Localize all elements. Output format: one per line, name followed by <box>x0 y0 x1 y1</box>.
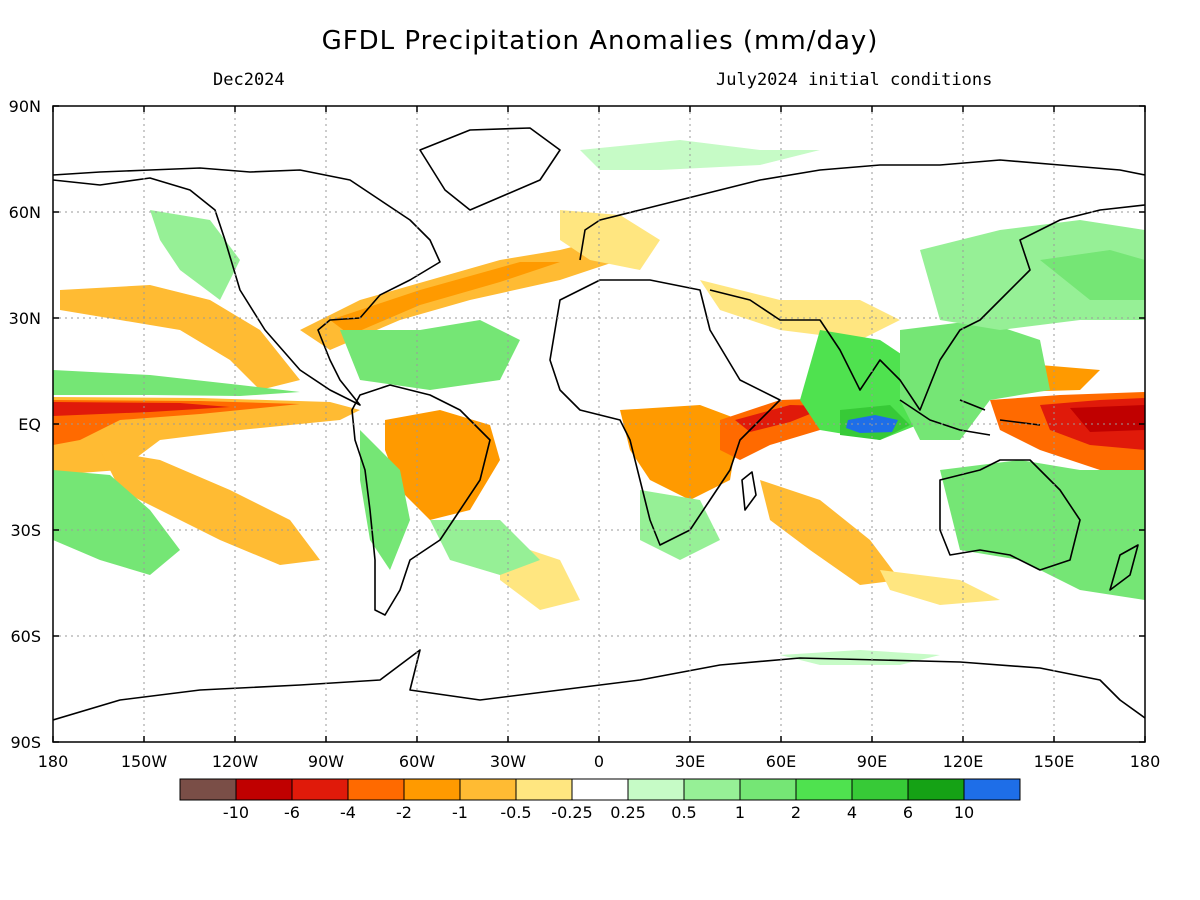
asia-coastline <box>709 204 1145 411</box>
anomaly-arabia-dry <box>700 280 900 340</box>
lat-label: EQ <box>18 415 41 434</box>
axis-ticks <box>52 105 1146 743</box>
lat-label: 90N <box>9 97 41 116</box>
lon-label: 150W <box>121 752 168 771</box>
anomaly-maritime-continent-wet <box>900 320 1050 440</box>
australia-coastline <box>939 459 1081 571</box>
legend-swatch <box>347 778 405 801</box>
legend-swatch <box>235 778 293 801</box>
indonesia-coastline <box>899 399 1041 436</box>
legend-label: -10 <box>223 803 249 822</box>
anomaly-north-america-west-wet <box>150 210 240 300</box>
legend-label: 0.5 <box>671 803 696 822</box>
lon-label: 30W <box>490 752 526 771</box>
graticule <box>53 106 1145 742</box>
latitude-axis: 90N 60N 30N EQ 30S 60S 90S <box>9 97 41 752</box>
legend-swatch <box>459 778 517 801</box>
legend-label: -4 <box>340 803 356 822</box>
anomaly-south-pacific-dry <box>100 450 320 565</box>
africa-coastline <box>549 279 781 546</box>
color-legend: -10 -6 -4 -2 -1 -0.5 -0.25 0.25 0.5 1 2 4 6 10 <box>179 778 1021 822</box>
anomaly-north-pacific-dry <box>60 285 300 390</box>
legend-swatch <box>851 778 909 801</box>
longitude-axis: 180 150W 120W 90W 60W 30W 0 30E 60E 90E 120E 150E 18… <box>38 752 1161 771</box>
legend-label: 1 <box>735 803 745 822</box>
legend-swatch <box>291 778 349 801</box>
lon-label: 180 <box>38 752 69 771</box>
anomaly-south-atlantic-wet <box>430 520 540 575</box>
anomaly-australia-wet <box>940 460 1145 600</box>
south-america-coastline <box>351 384 491 616</box>
anomaly-caribbean-wet <box>340 320 520 390</box>
lat-label: 90S <box>10 733 41 752</box>
anomaly-north-atlantic-core <box>330 262 560 335</box>
anomaly-indian-ocean-west-core <box>735 405 830 432</box>
legend-label: -0.25 <box>551 803 592 822</box>
north-america-coastline <box>53 167 441 406</box>
lat-label: 60N <box>9 203 41 222</box>
legend-label: 0.25 <box>610 803 646 822</box>
legend-label: -1 <box>452 803 468 822</box>
new-zealand-coastline <box>1109 544 1139 591</box>
legend-swatch <box>963 778 1021 801</box>
anomaly-south-pacific-wet <box>53 470 180 575</box>
legend-swatch <box>739 778 797 801</box>
legend-label: -6 <box>284 803 300 822</box>
lon-label: 0 <box>594 752 604 771</box>
legend-swatch <box>179 778 237 801</box>
legend-label: 10 <box>954 803 974 822</box>
madagascar-coastline <box>741 471 757 511</box>
lon-label: 60E <box>766 752 796 771</box>
legend-swatch <box>571 778 629 801</box>
map-title: GFDL Precipitation Anomalies (mm/day) <box>321 26 879 56</box>
anomaly-southern-africa-wet <box>640 490 720 560</box>
anomaly-pacific-itcz-wet <box>53 370 300 396</box>
legend-swatch <box>795 778 853 801</box>
anomaly-west-pacific-peak <box>1070 405 1145 432</box>
anomaly-arctic-wet <box>580 140 820 170</box>
legend-label: 4 <box>847 803 857 822</box>
legend-label: -2 <box>396 803 412 822</box>
legend-label: -0.5 <box>500 803 531 822</box>
anomaly-south-indian-dry <box>760 480 900 585</box>
legend-swatch <box>627 778 685 801</box>
anomaly-southern-ocean-dry <box>880 570 1000 605</box>
anomaly-europe-dry <box>560 210 660 270</box>
anomaly-central-africa-dry <box>620 405 740 500</box>
lon-label: 30E <box>675 752 705 771</box>
anomaly-east-pacific-peak <box>53 402 230 416</box>
europe-coastline <box>579 159 1145 261</box>
initial-conditions-label: July2024 initial conditions <box>716 70 993 90</box>
lat-label: 30S <box>10 521 41 540</box>
lon-label: 120E <box>943 752 984 771</box>
antarctica-coastline <box>53 649 1145 721</box>
legend-swatch <box>403 778 461 801</box>
legend-swatch <box>515 778 573 801</box>
legend-label: 2 <box>791 803 801 822</box>
greenland-coastline <box>419 127 561 211</box>
lat-label: 60S <box>10 627 41 646</box>
lon-label: 60W <box>399 752 435 771</box>
legend-swatch <box>683 778 741 801</box>
anomaly-north-pacific-wet <box>1040 250 1145 300</box>
lon-label: 90E <box>857 752 887 771</box>
lon-label: 150E <box>1034 752 1075 771</box>
coastlines <box>53 127 1145 721</box>
lon-label: 120W <box>212 752 259 771</box>
lat-label: 30N <box>9 309 41 328</box>
legend-label: 6 <box>903 803 913 822</box>
valid-month-label: Dec2024 <box>213 70 285 90</box>
legend-swatch <box>907 778 965 801</box>
anomaly-east-asia-wet <box>920 220 1145 330</box>
lon-label: 180 <box>1130 752 1161 771</box>
lon-label: 90W <box>308 752 344 771</box>
